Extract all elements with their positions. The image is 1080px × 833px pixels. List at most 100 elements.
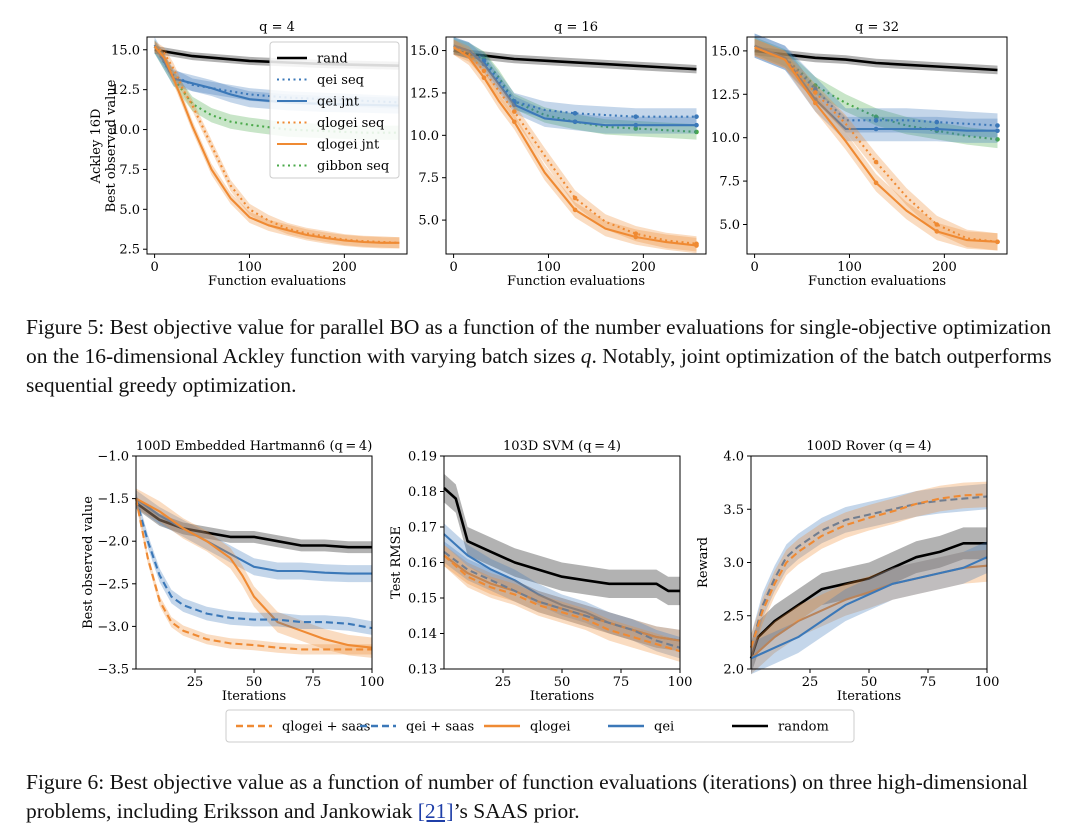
- plot-panel: 25 50 75 100 0.13 0.14 0.15 0.16 0.17 0.18 0.19 103…: [389, 439, 692, 704]
- figure-5-caption-var: q: [580, 344, 592, 368]
- x-tick-label: 200: [932, 260, 957, 275]
- data-point-gibbon: [813, 83, 818, 88]
- panel-title: 100D Embedded Hartmann6 (q = 4): [136, 439, 373, 454]
- x-tick-label: 25: [187, 675, 204, 690]
- x-tick-label: 100: [360, 675, 385, 690]
- data-point-qlogei: [481, 75, 487, 80]
- legend-label: qlogei seq: [317, 116, 384, 131]
- y-tick-label: −3.5: [97, 663, 129, 678]
- y-tick-label: 7.5: [719, 175, 740, 190]
- legend-label: qei + saas: [406, 720, 474, 735]
- series-line-qlogei-solid: [453, 46, 697, 247]
- data-point-qei: [873, 118, 879, 123]
- data-point-qei: [633, 114, 639, 119]
- y-tick-label: 15.0: [711, 44, 740, 59]
- plot-panel: 25 50 75 100 2.0 2.5 3.0 3.5 4.0 100D Rover (q = …: [696, 439, 999, 704]
- plot-frame: [746, 36, 1008, 255]
- x-tick-label: 100: [668, 675, 693, 690]
- y-tick-label: 10.0: [410, 129, 439, 144]
- y-tick-label: 0.19: [408, 450, 437, 465]
- confidence-band-qei: [136, 491, 372, 635]
- data-point-qlogei: [572, 195, 578, 201]
- figure-5: 0 100 200 2.5 5.0 7.5 10.0 12.5 15.0 q = 4 Functio…: [89, 20, 1008, 289]
- data-point-qei: [934, 126, 940, 132]
- y-tick-label: 10.0: [711, 131, 740, 146]
- confidence-band-qei: [754, 33, 998, 143]
- x-tick-label: 50: [246, 675, 263, 690]
- legend-label: qei: [654, 720, 674, 735]
- y-tick-label: 0.18: [408, 485, 437, 500]
- y-tick-label: 3.5: [723, 503, 744, 518]
- data-point-qlogei: [481, 68, 487, 74]
- confidence-band-qlogei: [444, 544, 680, 652]
- y-axis-label: Ackley 16D Best observed value: [89, 79, 119, 212]
- panel-title: q = 32: [855, 20, 899, 35]
- series-line-qei-dashed: [134, 498, 373, 630]
- confidence-band-qei: [444, 541, 680, 659]
- y-tick-label: 7.5: [418, 171, 439, 186]
- y-axis-label-text: Reward: [696, 537, 711, 588]
- data-point-gibbon: [873, 114, 879, 120]
- data-point-qei: [572, 110, 578, 116]
- x-tick-label: 25: [495, 675, 512, 690]
- legend-label: qlogei + saas: [282, 720, 370, 735]
- data-point-qei: [694, 122, 699, 128]
- series-line-rand-solid: [749, 541, 987, 659]
- data-point-qlogei: [934, 229, 940, 234]
- y-tick-label: −1.5: [97, 492, 129, 507]
- data-point-qei: [873, 126, 879, 132]
- confidence-band-qlogei: [754, 38, 998, 251]
- y-tick-label: 0.15: [408, 592, 437, 607]
- y-axis-label-text: Best observed value: [81, 496, 96, 629]
- confidence-band-qei: [444, 523, 680, 652]
- x-tick-label: 25: [802, 675, 819, 690]
- citation-link-21[interactable]: [21]: [417, 799, 454, 823]
- data-point-gibbon: [633, 126, 639, 131]
- confidence-band-qlogei: [751, 549, 987, 675]
- series-line-rand-solid: [754, 49, 998, 72]
- x-tick-label: 50: [554, 675, 571, 690]
- series-line-qlogei-dotted: [453, 46, 697, 245]
- confidence-band-qei: [751, 483, 987, 661]
- series-line-qlogei-dashed: [749, 493, 988, 649]
- y-tick-label: −3.0: [97, 620, 129, 635]
- series-line-rand-solid: [135, 501, 372, 549]
- y-tick-label: 3.0: [723, 556, 744, 571]
- data-point-gibbon: [694, 129, 699, 135]
- data-point-qei: [633, 122, 639, 128]
- x-axis-label: Iterations: [222, 689, 286, 704]
- plot-panel: 25 50 75 100 −3.5 −3.0 −2.5 −2.0 −1.5 −1.0 100D Em…: [81, 439, 384, 704]
- series-line-qlogei-solid: [153, 45, 400, 244]
- plot-panel: 0 100 200 5.0 7.5 10.0 12.5 15.0 q = 16 Function …: [410, 20, 707, 289]
- y-tick-label: −1.0: [97, 450, 129, 465]
- confidence-band-qlogei: [453, 39, 697, 252]
- y-axis-label-text: Test RMSE: [389, 526, 404, 599]
- figure-6: 25 50 75 100 −3.5 −3.0 −2.5 −2.0 −1.5 −1.0 100D Em…: [81, 439, 999, 743]
- data-point-qlogei: [512, 109, 517, 114]
- y-tick-label: 12.5: [111, 83, 140, 98]
- data-point-qlogei: [633, 234, 639, 240]
- y-tick-label: 15.0: [111, 43, 140, 58]
- x-tick-label: 200: [631, 260, 656, 275]
- y-tick-label: −2.5: [97, 577, 129, 592]
- series-line-rand-solid: [443, 487, 680, 593]
- y-axis-label-line: Ackley 16D: [89, 109, 104, 185]
- x-axis-label: Function evaluations: [808, 274, 946, 289]
- data-point-qei: [813, 86, 818, 92]
- y-tick-label: 2.5: [723, 609, 744, 624]
- y-tick-label: 12.5: [711, 88, 740, 103]
- plot-panel: 0 100 200 5.0 7.5 10.0 12.5 15.0 q = 32 Function …: [711, 20, 1008, 289]
- y-tick-label: 2.5: [119, 243, 140, 258]
- figure-6-caption-text-b: ’s SAAS prior.: [453, 799, 580, 823]
- panel-title: q = 16: [554, 20, 598, 35]
- data-point-qei: [694, 114, 699, 119]
- y-tick-label: 2.0: [723, 663, 744, 678]
- y-tick-label: 4.0: [723, 450, 744, 465]
- y-tick-label: 10.0: [111, 123, 140, 138]
- legend: rand qei seq qei jnt qlogei seq qlogei jnt gi…: [269, 41, 400, 179]
- x-tick-label: 200: [332, 260, 357, 275]
- y-axis-label-line: Best observed value: [104, 79, 119, 212]
- x-tick-label: 75: [920, 675, 937, 690]
- series-line-qei-dashed: [443, 551, 681, 649]
